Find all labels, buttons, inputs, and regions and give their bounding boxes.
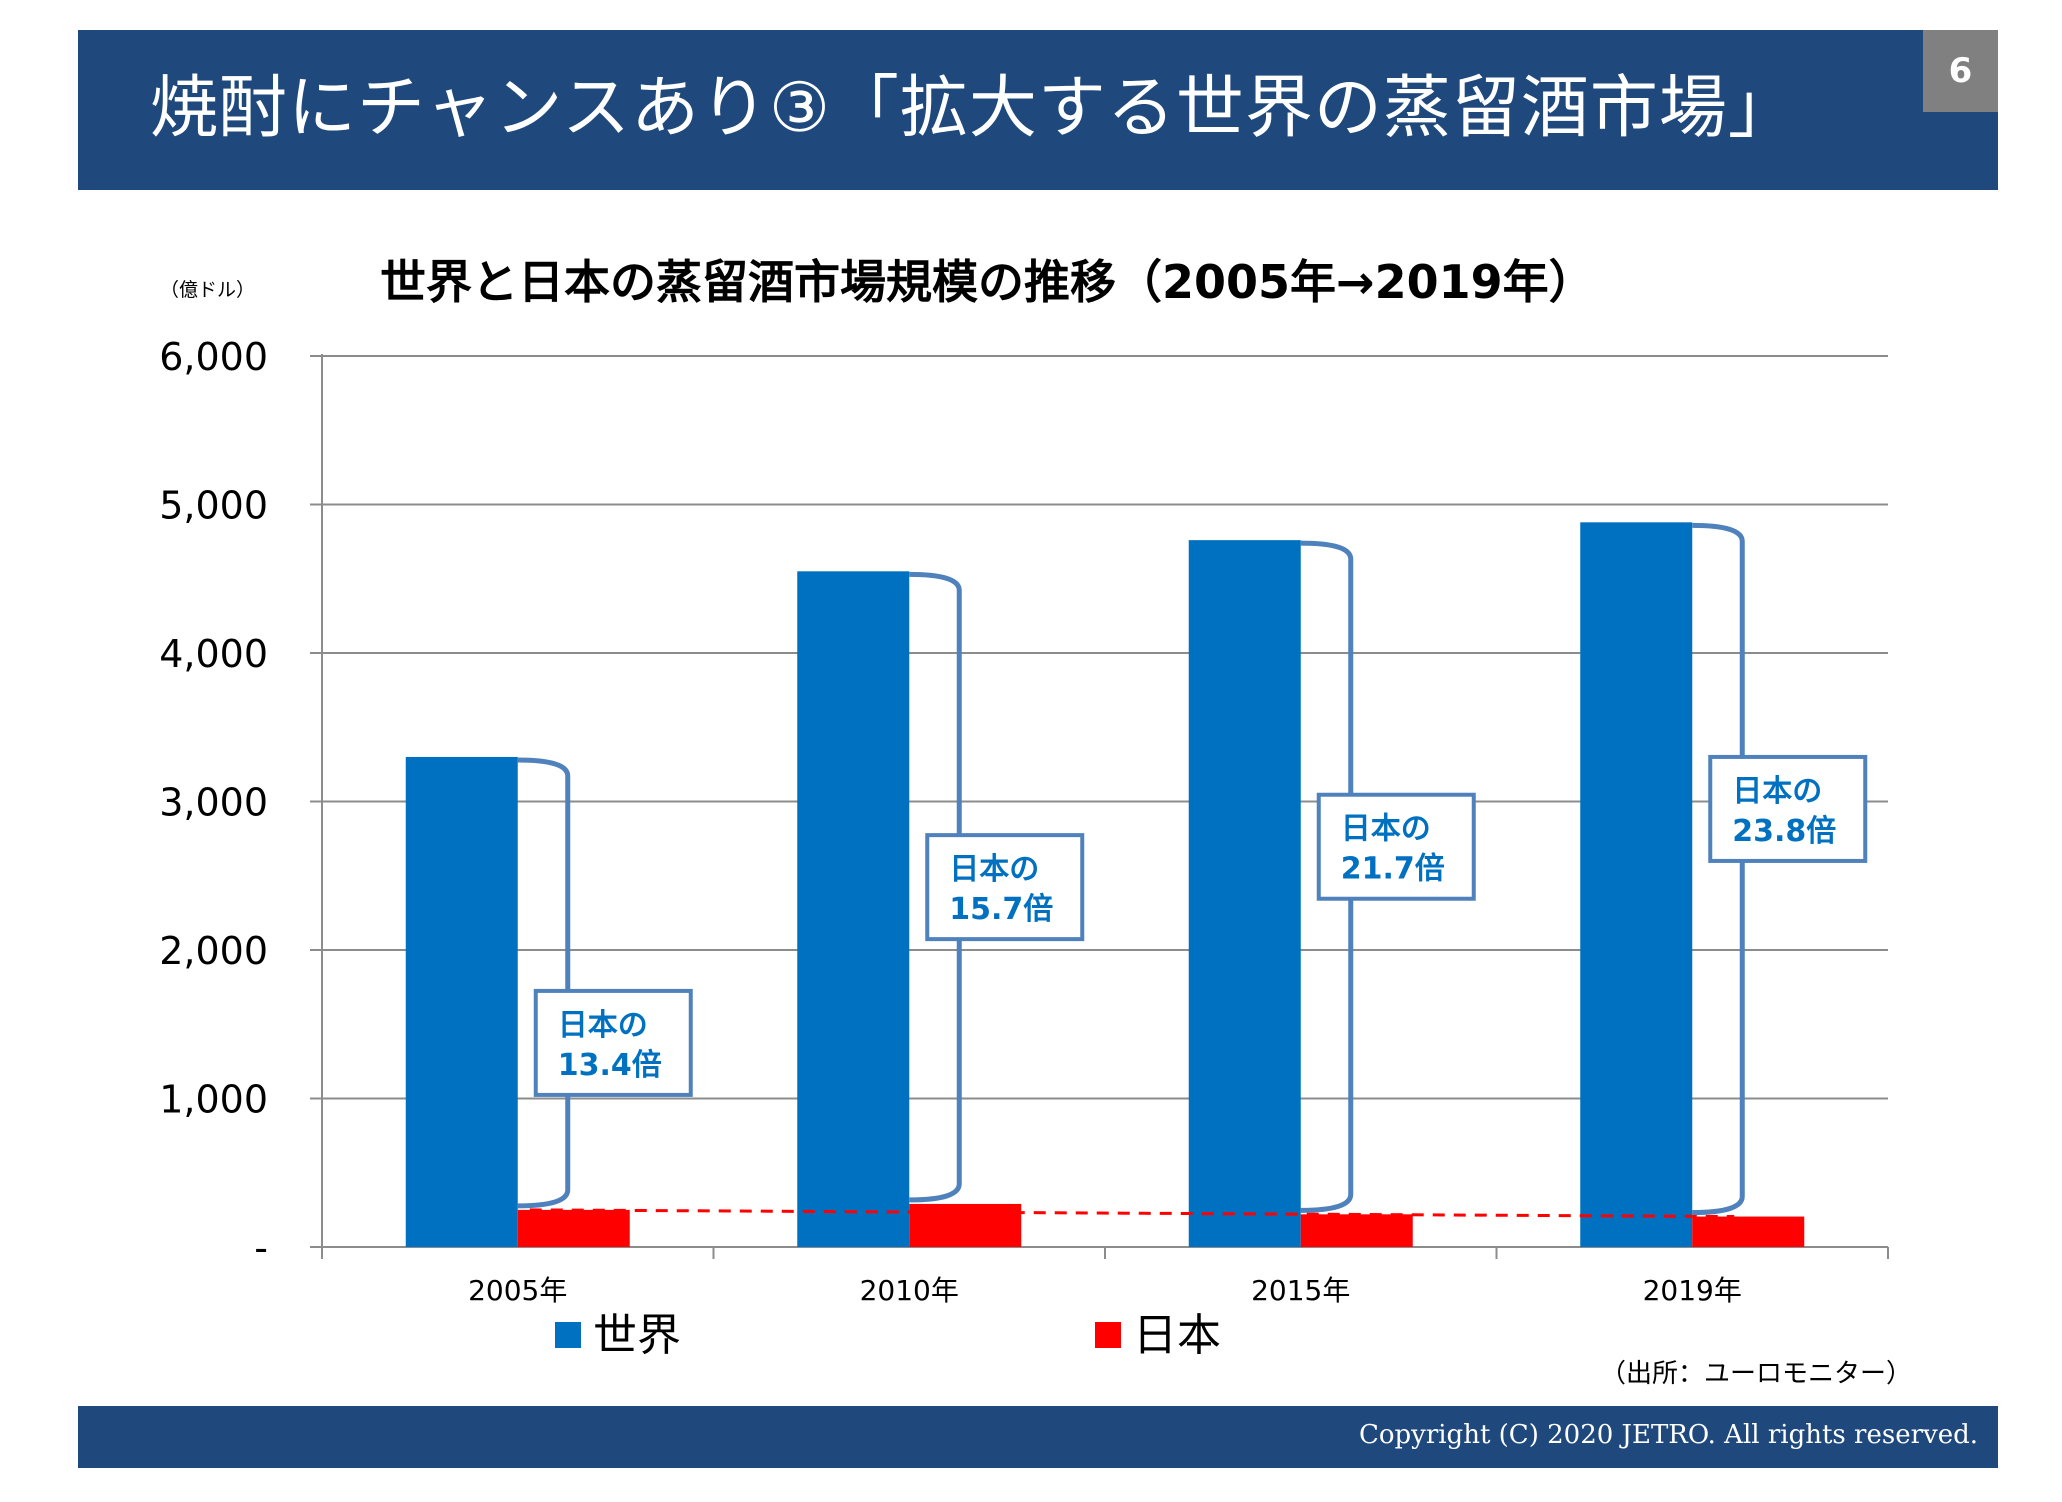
y-tick-label: -: [254, 1226, 268, 1270]
callout-line1: 日本の: [1341, 812, 1431, 847]
callout-line2: 15.7倍: [949, 892, 1053, 927]
bar-japan: [909, 1203, 1022, 1247]
chart: 世界と日本の蒸留酒市場規模の推移（2005年→2019年） （億ドル） - 1,0…: [159, 255, 1912, 1389]
bar-world: [1188, 540, 1301, 1247]
copyright: Copyright (C) 2020 JETRO. All rights res…: [1358, 1420, 1978, 1450]
japan-trend-line: [529, 1208, 1735, 1219]
bar-world: [1580, 522, 1693, 1247]
x-tick-label: 2015年: [1251, 1274, 1350, 1307]
bar-japan: [1692, 1216, 1805, 1247]
slide-footer: Copyright (C) 2020 JETRO. All rights res…: [78, 1406, 1998, 1468]
chart-title: 世界と日本の蒸留酒市場規模の推移（2005年→2019年）: [380, 255, 1595, 309]
legend-swatch: [1095, 1322, 1121, 1348]
comparison-bracket: [517, 757, 571, 1209]
bar-japan: [517, 1209, 630, 1247]
callout-line1: 日本の: [1732, 774, 1822, 809]
multiplier-callout: [533, 988, 693, 1097]
legend-label: 日本: [1133, 1310, 1221, 1361]
slide-header: 焼酎にチャンスあり③「拡大する世界の蒸留酒市場」: [78, 30, 1998, 190]
callout-line1: 日本の: [558, 1008, 648, 1043]
page-number-badge: 6: [1923, 30, 1998, 112]
bar-japan: [1300, 1214, 1413, 1247]
callout-line2: 21.7倍: [1341, 852, 1445, 887]
x-tick-label: 2010年: [860, 1274, 959, 1307]
slide-title: 焼酎にチャンスあり③「拡大する世界の蒸留酒市場」: [150, 69, 1797, 148]
bar-world: [405, 756, 518, 1247]
legend-swatch: [555, 1322, 581, 1348]
x-tick-label: 2019年: [1643, 1274, 1742, 1307]
y-tick-label: 4,000: [159, 632, 268, 676]
y-axis-label: （億ドル）: [160, 279, 255, 301]
y-tick-label: 6,000: [159, 335, 268, 379]
y-tick-label: 3,000: [159, 781, 268, 825]
multiplier-callout: [1708, 754, 1868, 863]
multiplier-callout: [925, 833, 1085, 942]
callout-line2: 13.4倍: [558, 1048, 662, 1083]
multiplier-callout: [1316, 792, 1476, 901]
callout-line1: 日本の: [949, 852, 1039, 887]
y-tick-label: 2,000: [159, 929, 268, 973]
bar-world: [797, 571, 910, 1247]
callout-line2: 23.8倍: [1732, 814, 1836, 849]
source-note: （出所：ユーロモニター）: [1600, 1359, 1912, 1389]
comparison-bracket: [1692, 522, 1745, 1216]
legend-label: 世界: [593, 1310, 681, 1361]
x-tick-label: 2005年: [468, 1274, 567, 1307]
y-tick-label: 1,000: [159, 1078, 268, 1122]
y-tick-label: 5,000: [159, 484, 268, 528]
